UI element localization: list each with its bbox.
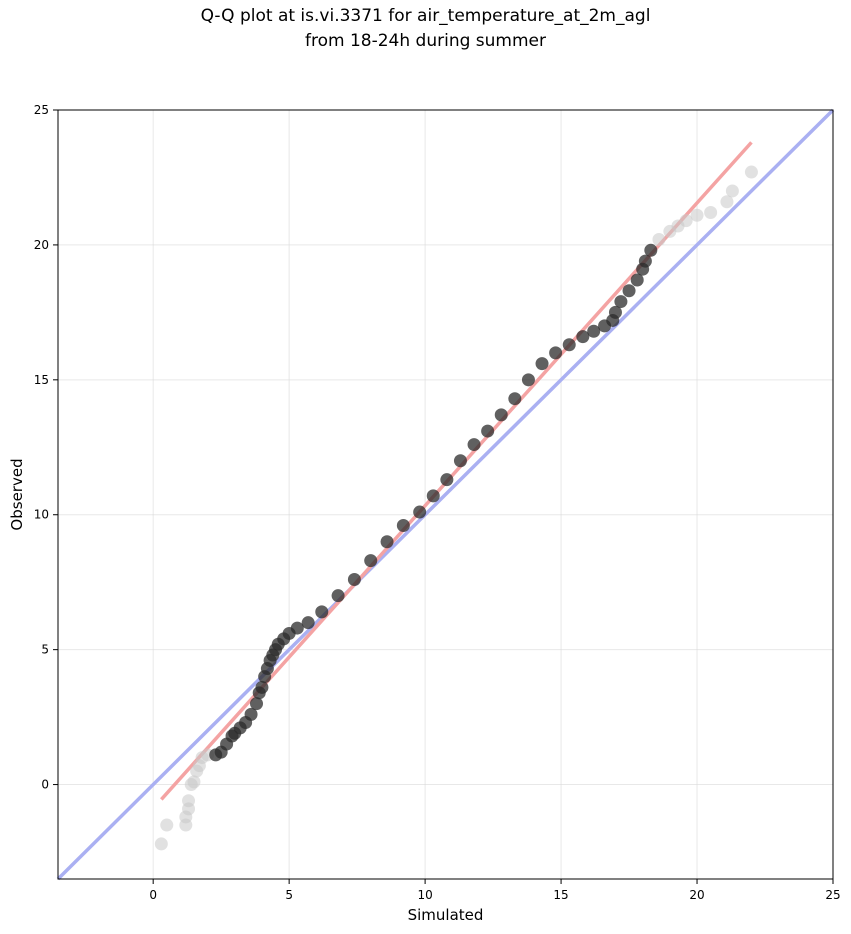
grid-lines [58, 109, 834, 879]
data-point [315, 605, 329, 619]
chart-title-line-2: from 18-24h during summer [305, 31, 546, 51]
y-tick-label: 15 [34, 373, 49, 387]
data-point [630, 273, 644, 287]
data-point [440, 473, 454, 487]
data-point [413, 505, 427, 519]
y-tick-label: 0 [41, 778, 49, 792]
data-point [644, 243, 658, 257]
data-point [576, 330, 590, 344]
data-point [380, 535, 394, 549]
data-point [364, 554, 378, 568]
y-tick-label: 20 [34, 238, 49, 252]
x-tick-label: 5 [285, 888, 293, 902]
data-point [187, 775, 201, 789]
y-tick-label: 10 [34, 508, 49, 522]
chart-title-line-1: Q-Q plot at is.vi.3371 for air_temperatu… [200, 6, 651, 26]
y-tick-label: 5 [41, 643, 49, 657]
data-point [347, 572, 361, 586]
data-point [725, 184, 739, 198]
data-point [587, 324, 601, 338]
x-tick-label: 15 [553, 888, 568, 902]
data-point [426, 489, 440, 503]
data-point [453, 454, 467, 468]
data-point [244, 707, 258, 721]
data-point [160, 818, 174, 832]
data-points [154, 165, 758, 851]
data-point [521, 373, 535, 387]
data-point [690, 208, 704, 222]
data-point [494, 408, 508, 422]
data-point [652, 233, 666, 247]
x-tick-label: 25 [825, 888, 840, 902]
axes-frame [57, 109, 834, 880]
data-point [467, 438, 481, 452]
data-point [301, 616, 315, 630]
data-point [290, 621, 304, 635]
data-point [622, 284, 636, 298]
data-point [679, 214, 693, 228]
y-axis-label: Observed [8, 458, 26, 530]
data-point [396, 519, 410, 533]
x-axis-label: Simulated [408, 906, 484, 924]
data-point [154, 837, 168, 851]
x-tick-label: 20 [689, 888, 704, 902]
x-tick-label: 10 [417, 888, 432, 902]
reference-line [56, 108, 835, 881]
data-point [704, 206, 718, 220]
data-point [535, 357, 549, 371]
data-point [549, 346, 563, 360]
data-point [608, 305, 622, 319]
data-point [182, 794, 196, 808]
data-point [562, 338, 576, 352]
plot-lines [56, 108, 835, 881]
data-point [481, 424, 495, 438]
data-point [508, 392, 522, 406]
data-point [720, 195, 734, 209]
data-point [255, 680, 269, 694]
data-point [614, 295, 628, 309]
y-tick-label: 25 [34, 103, 49, 117]
axis-ticks: 0 5 10 15 20 25 0 5 10 15 20 25 [34, 103, 841, 902]
data-point [250, 697, 264, 711]
data-point [638, 254, 652, 268]
data-point [331, 589, 345, 603]
data-point [744, 165, 758, 179]
x-tick-label: 0 [149, 888, 157, 902]
